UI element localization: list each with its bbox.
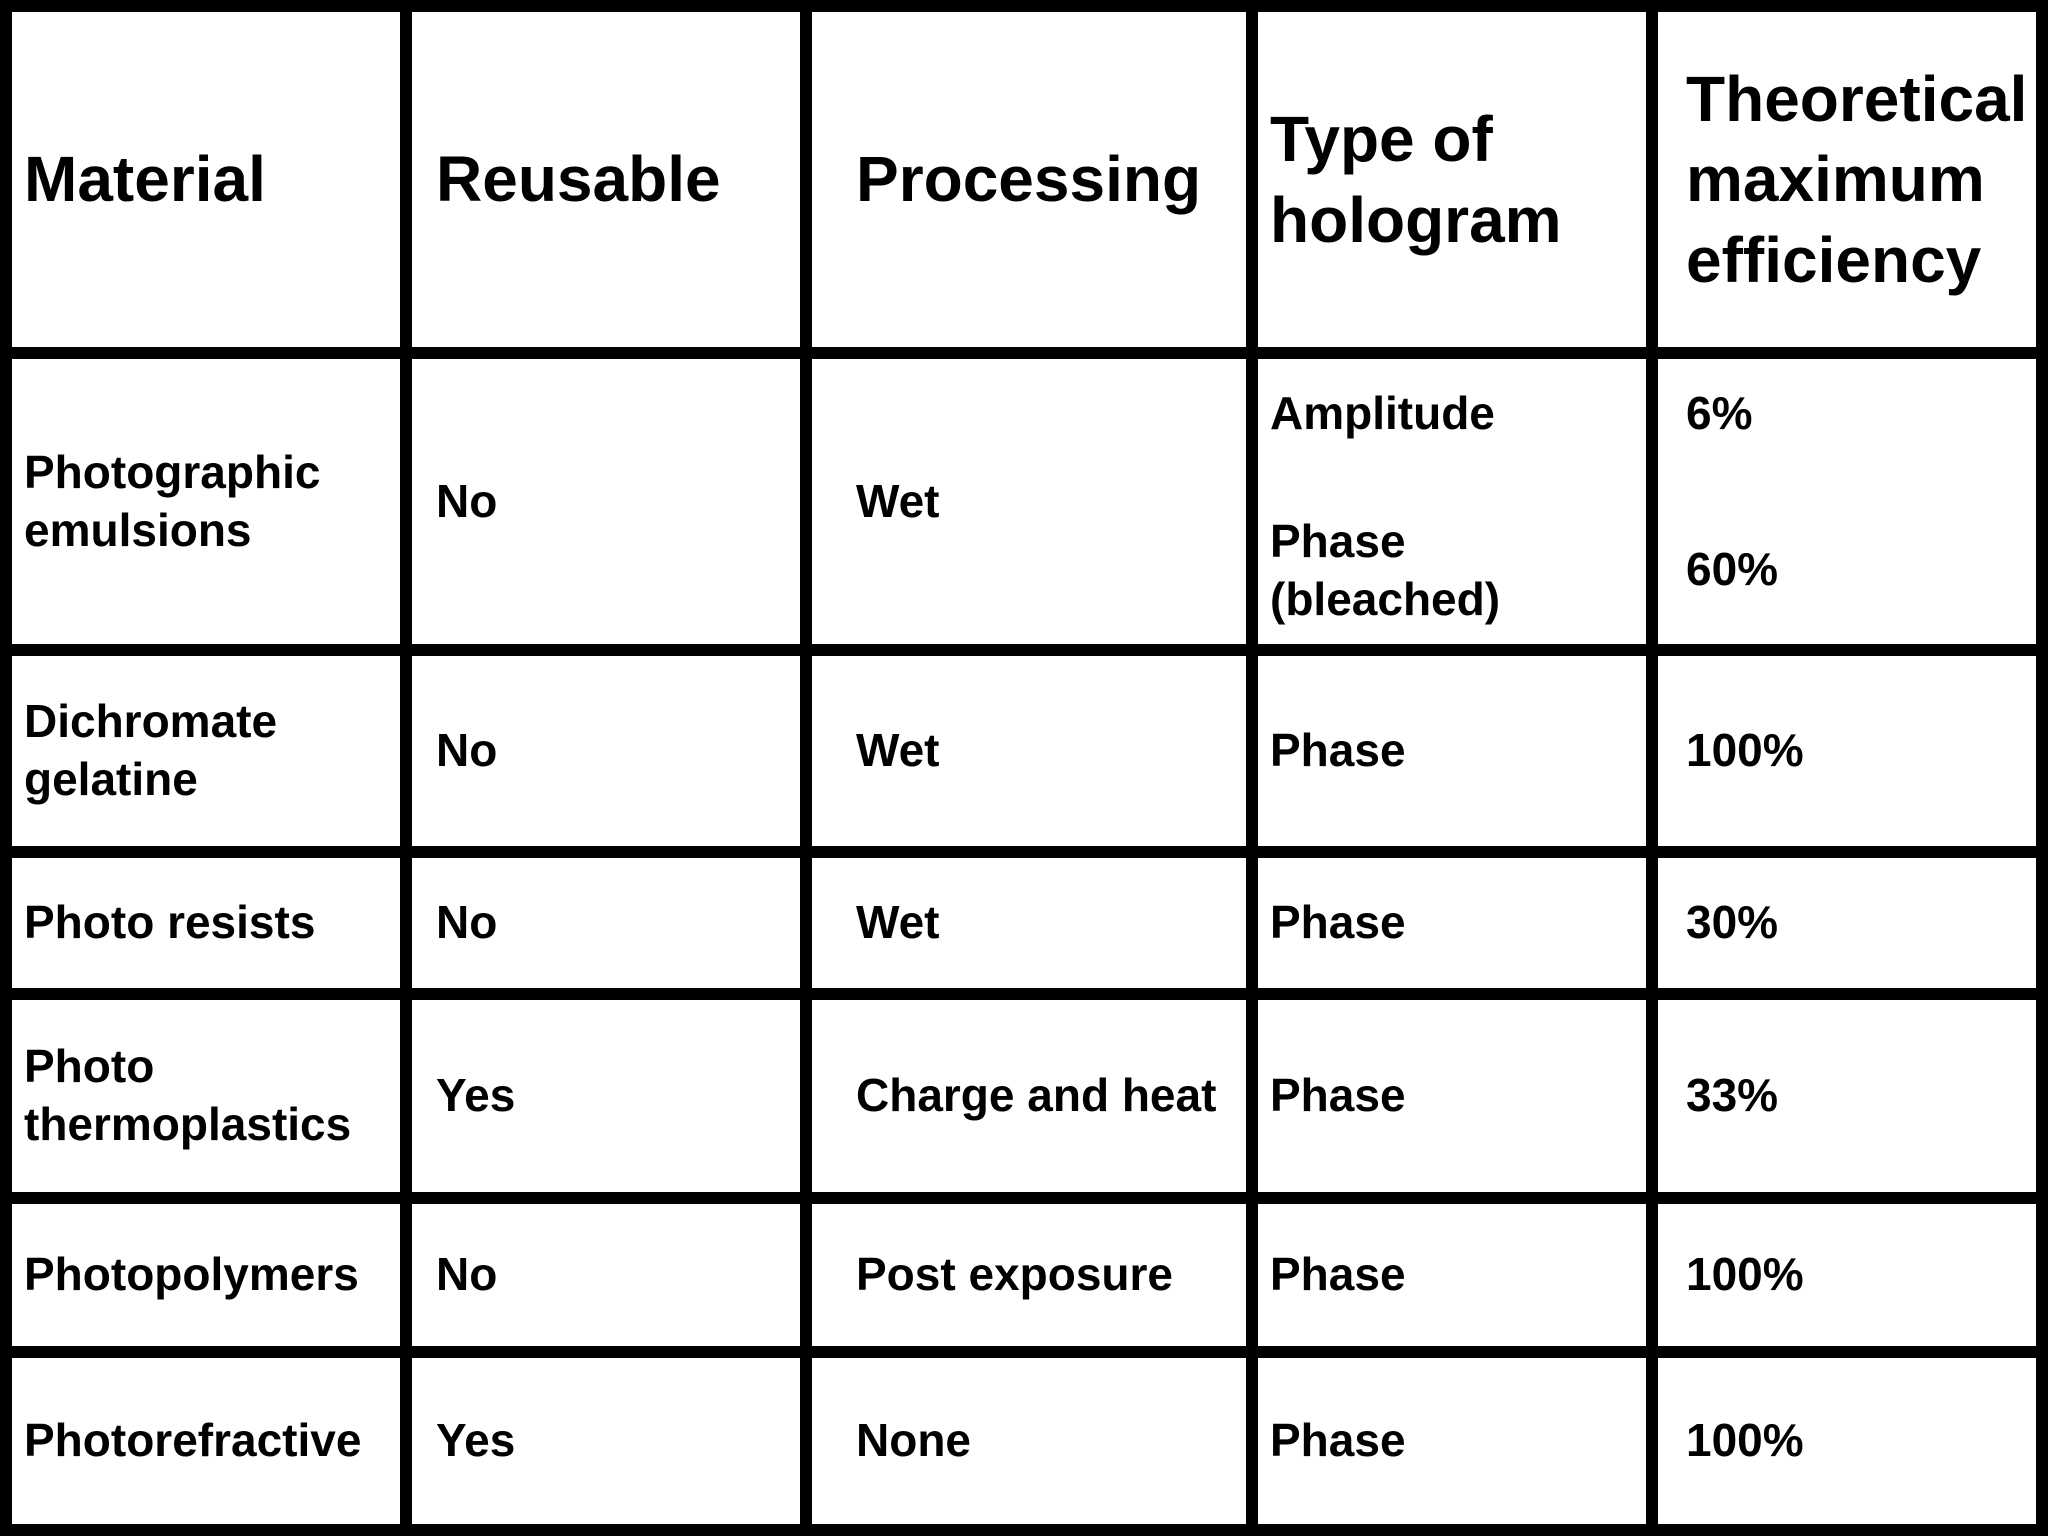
cell-reusable: No bbox=[412, 858, 800, 988]
header-cell-type-of-hologram: Type of hologram bbox=[1258, 12, 1646, 347]
cell-reusable: No bbox=[412, 359, 800, 644]
cell-type-of-hologram: Phase bbox=[1258, 858, 1646, 988]
cell-processing: Wet bbox=[812, 858, 1246, 988]
header-cell-material: Material bbox=[12, 12, 400, 347]
header-cell-processing: Processing bbox=[812, 12, 1246, 347]
cell-processing: Wet bbox=[812, 656, 1246, 846]
header-cell-efficiency: Theoretical maximum efficiency bbox=[1658, 12, 2036, 347]
cell-efficiency: 100% bbox=[1658, 656, 2036, 846]
cell-material: Dichromate gelatine bbox=[12, 656, 400, 846]
cell-efficiency: 100% bbox=[1658, 1358, 2036, 1524]
efficiency-amplitude: 6% bbox=[1686, 387, 1753, 439]
cell-reusable: No bbox=[412, 656, 800, 846]
cell-reusable: Yes bbox=[412, 1000, 800, 1192]
cell-type-of-hologram: Phase bbox=[1258, 1204, 1646, 1346]
cell-material: Photopolymers bbox=[12, 1204, 400, 1346]
cell-efficiency: 33% bbox=[1658, 1000, 2036, 1192]
cell-type-of-hologram: Amplitude Phase (bleached) bbox=[1258, 359, 1646, 644]
cell-processing: Post exposure bbox=[812, 1204, 1246, 1346]
cell-processing: None bbox=[812, 1358, 1246, 1524]
cell-material: Photo resists bbox=[12, 858, 400, 988]
cell-material: Photographic emulsions bbox=[12, 359, 400, 644]
cell-efficiency: 30% bbox=[1658, 858, 2036, 988]
hologram-type-phase-bleached: Phase (bleached) bbox=[1270, 514, 1501, 625]
cell-efficiency: 100% bbox=[1658, 1204, 2036, 1346]
cell-type-of-hologram: Phase bbox=[1258, 1358, 1646, 1524]
cell-processing: Charge and heat bbox=[812, 1000, 1246, 1192]
cell-efficiency: 6% 60% bbox=[1658, 359, 2036, 644]
cell-type-of-hologram: Phase bbox=[1258, 656, 1646, 846]
cell-material: Photo thermoplastics bbox=[12, 1000, 400, 1192]
cell-material: Photorefractive bbox=[12, 1358, 400, 1524]
cell-reusable: No bbox=[412, 1204, 800, 1346]
hologram-type-amplitude: Amplitude bbox=[1270, 387, 1495, 439]
header-cell-reusable: Reusable bbox=[412, 12, 800, 347]
cell-type-of-hologram: Phase bbox=[1258, 1000, 1646, 1192]
efficiency-phase-bleached: 60% bbox=[1686, 542, 1779, 595]
cell-processing: Wet bbox=[812, 359, 1246, 644]
cell-reusable: Yes bbox=[412, 1358, 800, 1524]
